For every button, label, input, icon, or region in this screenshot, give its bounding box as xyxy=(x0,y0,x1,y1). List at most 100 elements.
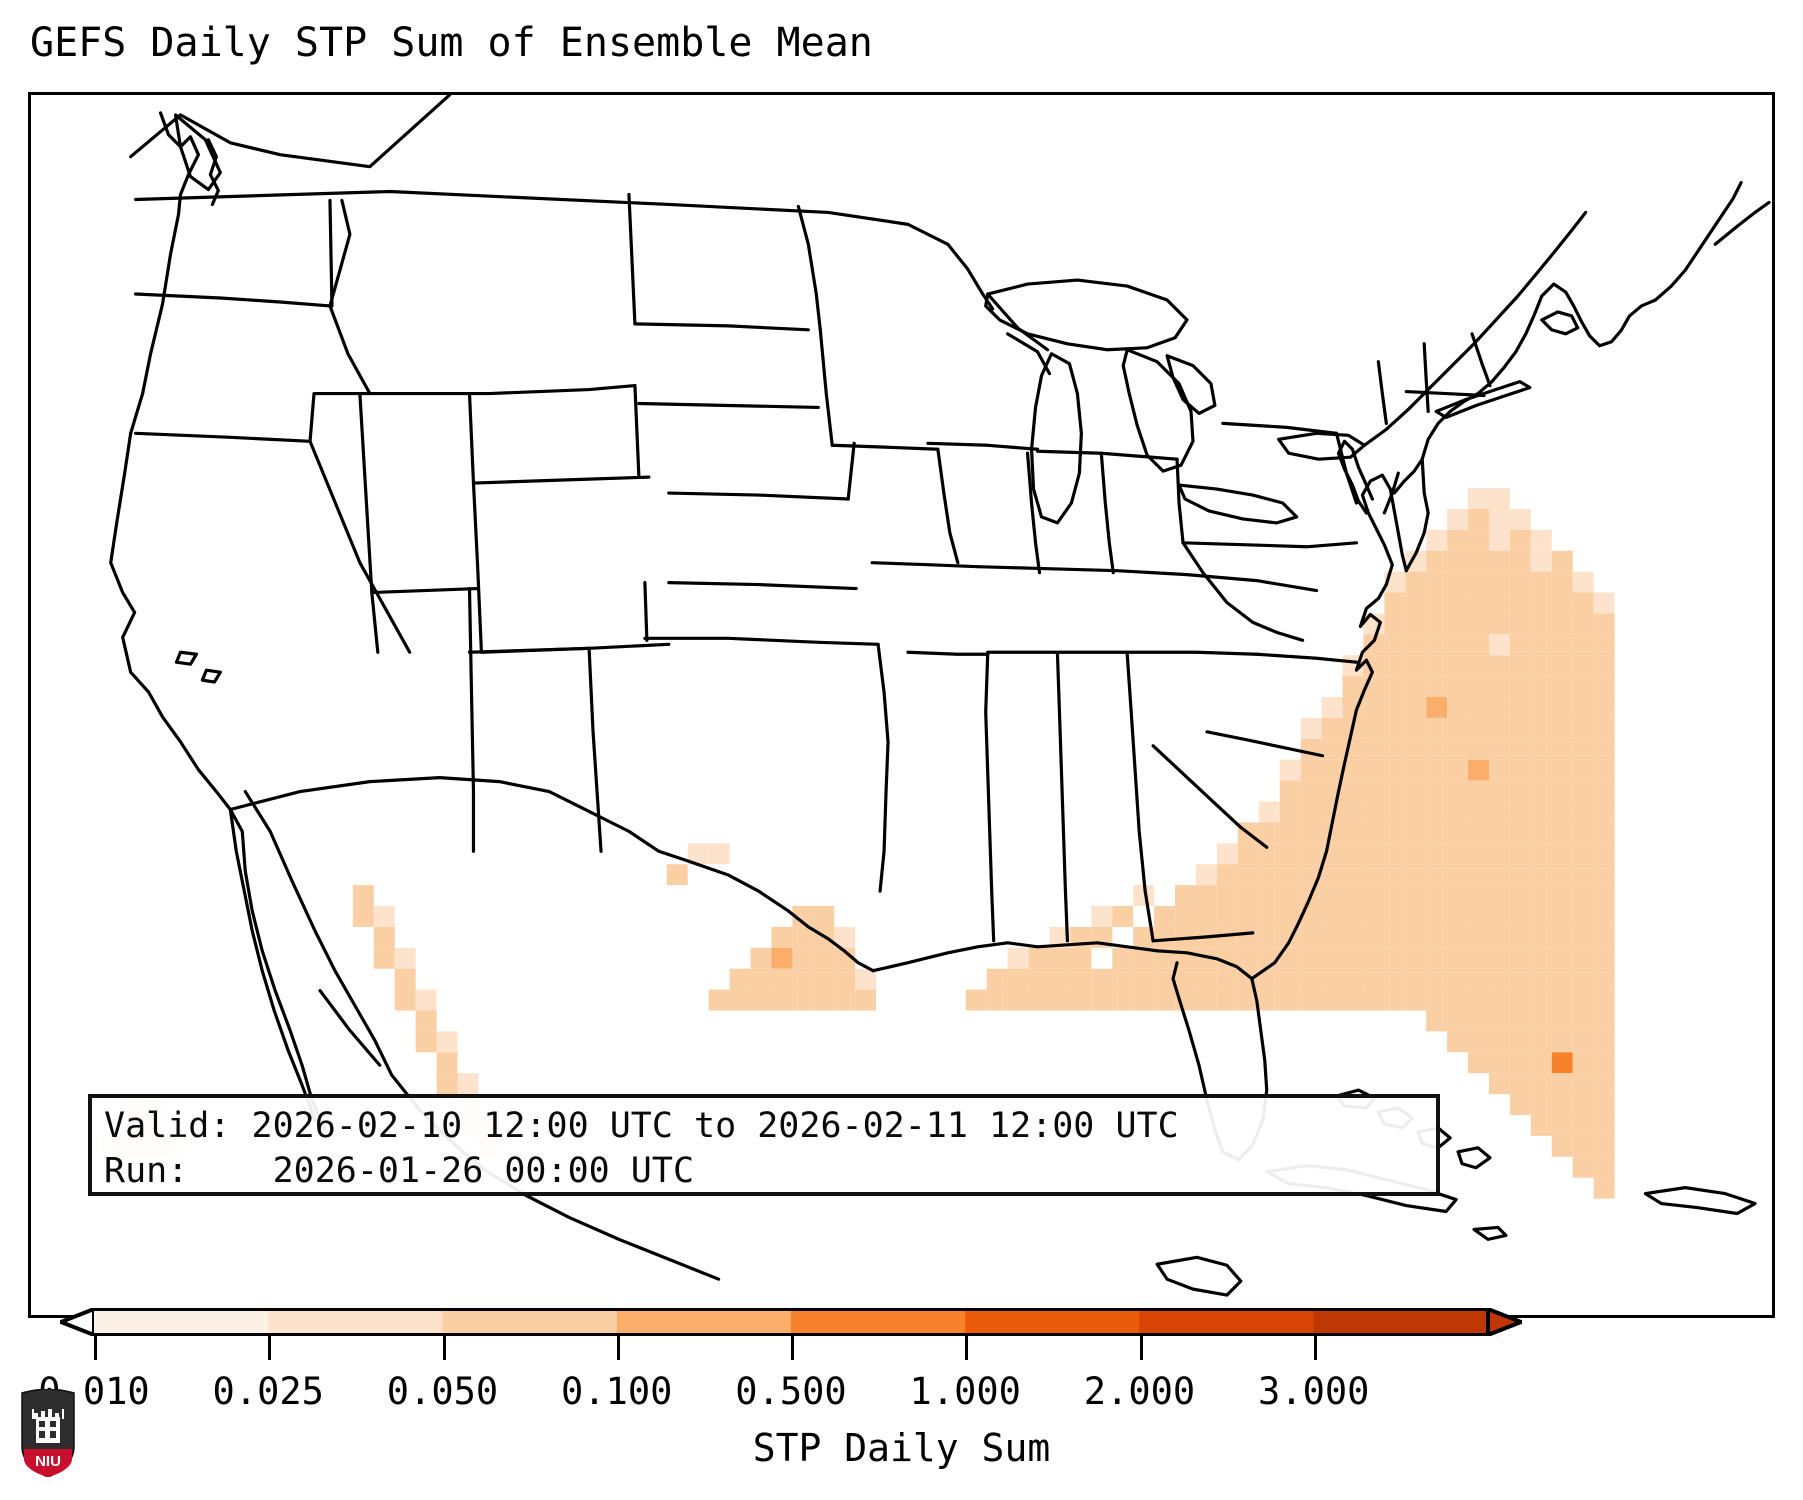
stp-grid-cell xyxy=(1488,1031,1510,1053)
stp-grid-cell xyxy=(1468,801,1489,823)
stp-grid-cell xyxy=(1530,1094,1552,1115)
stp-grid-cell xyxy=(1279,906,1301,927)
stp-grid-cell xyxy=(1133,989,1155,1011)
border-ks-ok xyxy=(667,581,858,591)
stp-grid-cell xyxy=(1426,676,1448,698)
stp-grid-cell xyxy=(1300,906,1322,927)
stp-grid-cell xyxy=(1405,676,1427,698)
stp-grid-cell xyxy=(1237,989,1259,1011)
stp-grid-cell xyxy=(1509,947,1531,969)
stp-grid-cell xyxy=(1321,801,1343,823)
stp-grid-cell xyxy=(1488,529,1510,551)
stp-grid-cell xyxy=(1363,801,1385,823)
stp-grid-cell xyxy=(1195,989,1217,1011)
stp-grid-cell xyxy=(1530,613,1552,635)
stp-grid-cell xyxy=(771,968,793,990)
stp-grid-cell xyxy=(1551,613,1573,635)
stp-grid-cell xyxy=(394,968,416,990)
stp-grid-cell xyxy=(1572,676,1594,698)
stp-grid-cell xyxy=(1551,906,1573,927)
stp-grid-cell xyxy=(1509,550,1531,572)
colorbar-segment xyxy=(965,1310,1141,1334)
stp-grid-cell xyxy=(1468,697,1489,718)
colorbar-segment xyxy=(1139,1310,1315,1334)
border-va-nc xyxy=(1255,652,1359,664)
stp-grid-cell xyxy=(1321,926,1343,948)
border-mo-ky-il xyxy=(936,447,960,565)
colorbar-segment xyxy=(1313,1310,1489,1334)
border-co-nm xyxy=(467,646,591,654)
stp-grid-cell xyxy=(1509,1094,1531,1115)
stp-grid-cell xyxy=(1279,759,1301,781)
stp-grid-cell xyxy=(1363,634,1385,656)
stp-grid-cell xyxy=(1195,864,1217,886)
stp-grid-cell xyxy=(1279,864,1301,886)
colorbar[interactable] xyxy=(60,1308,1522,1336)
stp-grid-cell xyxy=(1551,1135,1573,1157)
stp-grid-cell xyxy=(1342,885,1364,907)
stp-grid-cell xyxy=(1321,885,1343,907)
stp-grid-cell xyxy=(1133,885,1155,907)
stp-grid-cell xyxy=(1405,571,1427,593)
st-lawrence xyxy=(1362,210,1588,447)
stp-grid-cell xyxy=(1593,1114,1615,1136)
stp-data-layer xyxy=(101,488,1615,1199)
stp-grid-cell xyxy=(1258,864,1280,886)
stp-grid-cell xyxy=(986,968,1008,990)
stp-grid-cell xyxy=(1593,1073,1615,1095)
border-ok-tx-panhandle xyxy=(643,581,649,642)
border-mi-upper xyxy=(986,292,1050,352)
map-panel: Valid: 2026-02-10 12:00 UTC to 2026-02-1… xyxy=(28,92,1775,1318)
colorbar-segment xyxy=(791,1310,966,1334)
yucatan xyxy=(1155,1255,1243,1297)
stp-grid-cell xyxy=(1530,906,1552,927)
stp-grid-cell xyxy=(1468,759,1489,781)
stp-grid-cell xyxy=(1530,1073,1552,1095)
florida-panhandle-coast xyxy=(1155,949,1254,981)
stp-grid-cell xyxy=(1530,1114,1552,1136)
stp-grid-cell xyxy=(1551,1073,1573,1095)
stp-grid-cell xyxy=(1300,801,1322,823)
stp-grid-cell xyxy=(1154,906,1176,927)
stp-grid-cell xyxy=(1363,655,1385,677)
border-in-oh xyxy=(1099,451,1115,575)
border-ga-fl xyxy=(1151,931,1255,943)
stp-grid-cell xyxy=(1468,906,1489,927)
stp-grid-cell xyxy=(1530,717,1552,739)
stp-grid-cell xyxy=(1593,1156,1615,1178)
border-wi-il xyxy=(926,441,1040,451)
stp-grid-cell xyxy=(1530,885,1552,907)
stp-grid-cell xyxy=(834,989,856,1011)
us-canada-border xyxy=(129,95,452,169)
stp-grid-cell xyxy=(1530,822,1552,844)
stp-grid-cell xyxy=(1468,1052,1489,1074)
stp-grid-cell xyxy=(1593,1177,1615,1199)
stp-grid-cell xyxy=(1405,801,1427,823)
stp-grid-cell xyxy=(1468,885,1489,907)
stp-grid-cell xyxy=(1488,676,1510,698)
stp-grid-cell xyxy=(1405,843,1427,865)
stp-grid-cell xyxy=(1447,759,1469,781)
stp-grid-cell xyxy=(1279,780,1301,802)
stp-grid-cell xyxy=(1447,947,1469,969)
stp-grid-cell xyxy=(1405,968,1427,990)
stp-grid-cell xyxy=(1384,759,1406,781)
stp-grid-cell xyxy=(1447,529,1469,551)
stp-grid-cell xyxy=(1363,780,1385,802)
border-ma-ct-ri xyxy=(1404,389,1486,398)
stp-grid-cell xyxy=(750,989,772,1011)
stp-grid-cell xyxy=(1468,508,1489,530)
border-wi-mi xyxy=(1006,332,1052,376)
chesapeake-delmarva xyxy=(1360,473,1408,587)
geography-layer xyxy=(109,95,1771,1297)
new-england-coast xyxy=(1476,282,1657,396)
stp-grid-cell xyxy=(1572,864,1594,886)
stp-grid-cell xyxy=(1258,926,1280,948)
stp-grid-cell xyxy=(1049,947,1071,969)
stp-grid-cell xyxy=(1509,634,1531,656)
border-id-mt xyxy=(328,198,372,396)
stp-grid-cell xyxy=(1593,864,1615,886)
stp-grid-cell xyxy=(792,906,814,927)
stp-grid-cell xyxy=(1509,759,1531,781)
stp-grid-cell xyxy=(1447,508,1469,530)
